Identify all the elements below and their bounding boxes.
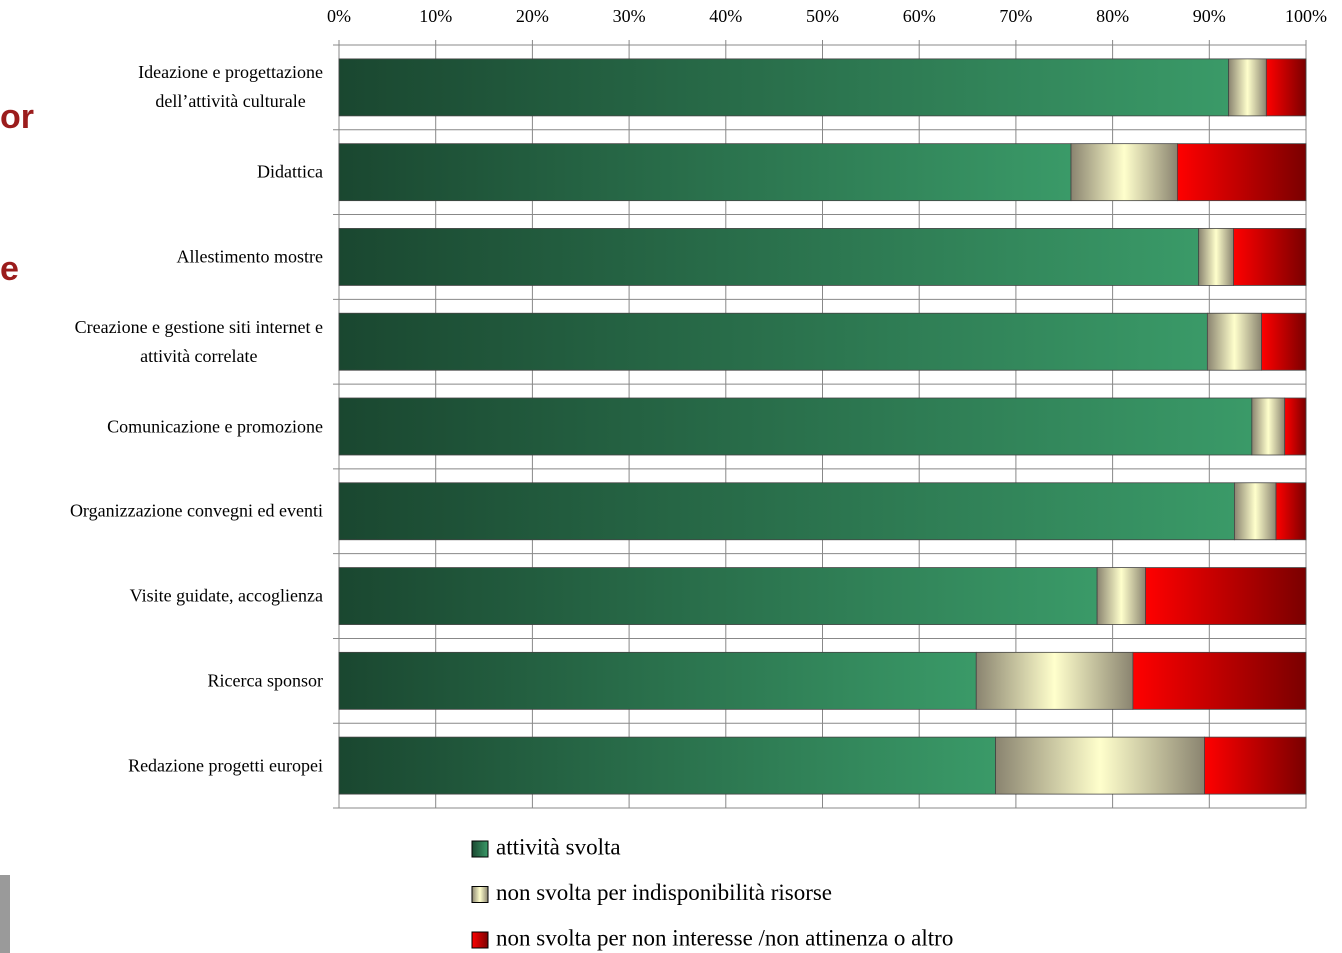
bar-segment (1198, 228, 1234, 286)
category-label: Didattica (257, 161, 323, 182)
bar-segment (338, 567, 1098, 625)
x-tick-label: 60% (903, 6, 936, 26)
legend-label: non svolta per indisponibilità risorse (496, 880, 832, 905)
bar-segment (1206, 312, 1262, 371)
category-label: Redazione progetti europei (128, 755, 323, 776)
photo-fragment (0, 875, 10, 953)
fragment-text: or (0, 98, 34, 136)
category-label: Ricerca sponsor (207, 670, 323, 691)
x-tick-label: 100% (1285, 6, 1327, 26)
x-tick-label: 80% (1096, 6, 1129, 26)
x-tick-label: 10% (419, 6, 452, 26)
bar-segment (975, 651, 1134, 710)
bar-segment (1284, 397, 1307, 456)
legend-swatch (471, 931, 489, 949)
x-tick-label: 30% (613, 6, 646, 26)
bar-segment (1176, 143, 1307, 202)
bar-segment (338, 228, 1200, 286)
x-tick-label: 20% (516, 6, 549, 26)
bar-segment (1234, 482, 1277, 541)
x-tick-label: 70% (999, 6, 1032, 26)
bar-segment (338, 143, 1072, 202)
bar-segment (1251, 397, 1286, 456)
bar-segment (338, 482, 1235, 541)
bar-segment (1070, 143, 1178, 202)
category-label: Visite guidate, accoglienza (129, 585, 323, 606)
legend-swatch (471, 886, 489, 903)
legend-label: non svolta per non interesse /non attine… (496, 925, 953, 950)
bar-segment (1233, 228, 1307, 286)
bar-segment (1261, 312, 1307, 371)
x-tick-label: 50% (806, 6, 839, 26)
category-label: Organizzazione convegni ed eventi (69, 500, 323, 521)
bar-segment (1096, 567, 1146, 625)
bar-segment (338, 651, 977, 710)
fragment-text: e (0, 250, 19, 288)
bar-segment (1204, 736, 1307, 795)
legend-swatch (471, 840, 489, 858)
x-tick-label: 90% (1193, 6, 1226, 26)
bar-segment (1132, 651, 1307, 710)
category-label: Creazione e gestione siti internet e att… (74, 316, 323, 366)
x-tick-label: 40% (709, 6, 742, 26)
bar-segment (1228, 58, 1267, 117)
category-label: Allestimento mostre (176, 246, 323, 267)
bar-segment (1145, 567, 1307, 625)
bar-segment (995, 736, 1205, 795)
x-tick-label: 0% (327, 6, 351, 26)
bar-segment (338, 312, 1208, 371)
bar-segment (338, 736, 996, 795)
bar-segment (338, 397, 1253, 456)
legend-label: attività svolta (496, 834, 621, 859)
category-label: Ideazione e progettazione dell’attività … (138, 62, 323, 112)
category-label: Comunicazione e promozione (107, 416, 323, 436)
bar-segment (338, 58, 1230, 117)
bar-segment (1265, 58, 1307, 117)
bar-segment (1275, 482, 1307, 541)
